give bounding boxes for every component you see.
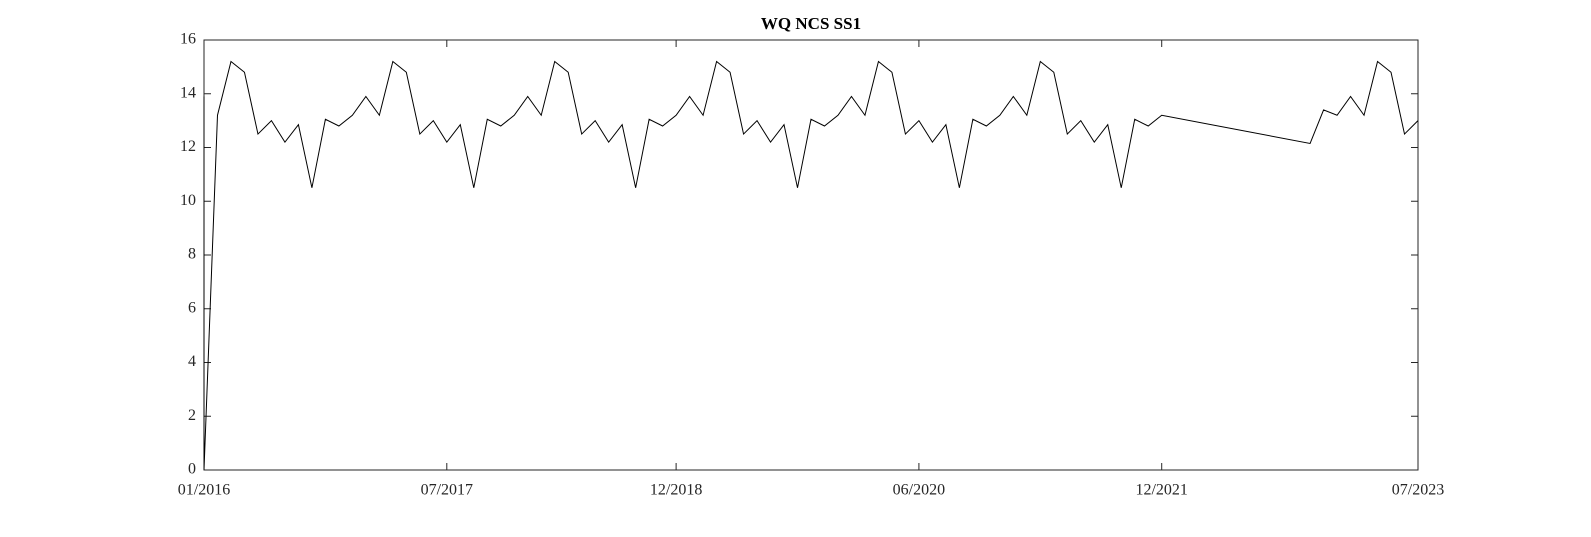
x-tick-label: 06/2020: [893, 482, 945, 499]
x-tick-label: 12/2021: [1135, 482, 1187, 499]
y-tick-label: 6: [188, 299, 196, 316]
y-tick-label: 10: [180, 192, 196, 209]
x-tick-label: 01/2016: [178, 482, 230, 499]
y-tick-label: 2: [188, 407, 196, 424]
x-tick-label: 07/2023: [1392, 482, 1444, 499]
y-tick-label: 16: [180, 31, 196, 48]
x-tick-label: 12/2018: [650, 482, 702, 499]
y-tick-label: 12: [180, 138, 196, 155]
data-line: [203, 60, 1419, 471]
y-tick-label: 0: [188, 461, 196, 478]
y-tick-label: 8: [188, 246, 196, 263]
y-tick-label: 14: [180, 84, 196, 101]
chart-title: WQ NCS SS1: [761, 14, 861, 33]
x-tick-label: 07/2017: [421, 482, 473, 499]
y-tick-label: 4: [188, 353, 196, 370]
